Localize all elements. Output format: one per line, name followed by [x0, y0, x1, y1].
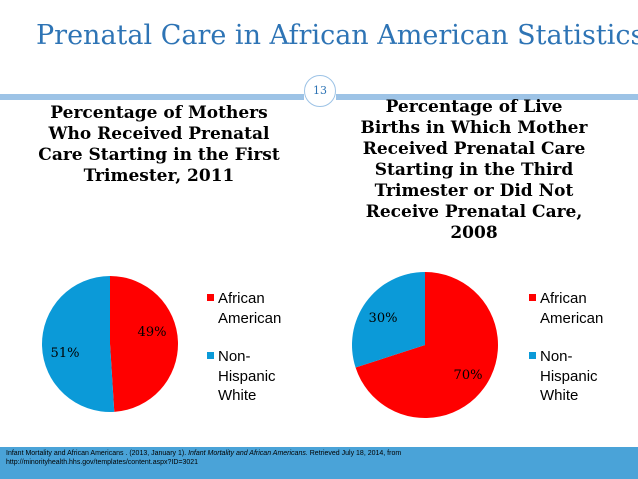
pie-slice-african-american [110, 276, 179, 412]
chart2-legend-label: White [540, 387, 578, 404]
chart1-legend-label: White [218, 387, 256, 404]
footer-citation-part1: Infant Mortality and African Americans .… [6, 450, 189, 457]
divider-line-right [336, 94, 638, 100]
chart2-legend-swatch-african-american [529, 294, 536, 301]
footer-bar [0, 447, 638, 479]
pie-slice-african-american [355, 272, 498, 418]
footer-citation-part2: Retrieved July 18, 2014, from [307, 450, 402, 457]
chart1-title: Percentage of Mothers Who Received Prena… [38, 103, 280, 186]
slide-title: Prenatal Care in African American Statis… [36, 20, 638, 51]
footer-citation-url: http://minorityhealth.hhs.gov/templates/… [6, 459, 199, 466]
page-number: 13 [304, 75, 336, 107]
chart1-legend-swatch-african-american [207, 294, 214, 301]
chart1-legend-label: Non- [218, 348, 251, 365]
chart1-legend-label: Hispanic [218, 368, 276, 385]
chart2-legend-label: Non- [540, 348, 573, 365]
chart1-legend-swatch-non-hispanic-white [207, 352, 214, 359]
pie-slice-non-hispanic-white [352, 272, 425, 368]
chart2-legend-label: African [540, 290, 587, 307]
chart1-pie: 49% 51% [42, 276, 179, 412]
chart2-legend-label: American [540, 310, 603, 327]
pie-slice-non-hispanic-white [42, 276, 115, 412]
pie-data-label: 30% [369, 311, 398, 326]
footer-citation-italic: Infant Mortality and African Americans. [188, 450, 308, 457]
chart2-legend-label: Hispanic [540, 368, 598, 385]
divider-line-left [0, 94, 304, 100]
pie-data-label: 49% [138, 325, 167, 340]
chart2-legend-swatch-non-hispanic-white [529, 352, 536, 359]
pie-data-label: 70% [454, 368, 483, 383]
chart2-title: Percentage of Live Births in Which Mothe… [360, 97, 588, 243]
chart1-legend-label: American [218, 310, 281, 327]
pie-data-label: 51% [51, 346, 80, 361]
chart2-pie: 70% 30% [352, 272, 498, 418]
footer-citation: Infant Mortality and African Americans .… [6, 449, 632, 467]
chart1-legend-label: African [218, 290, 265, 307]
